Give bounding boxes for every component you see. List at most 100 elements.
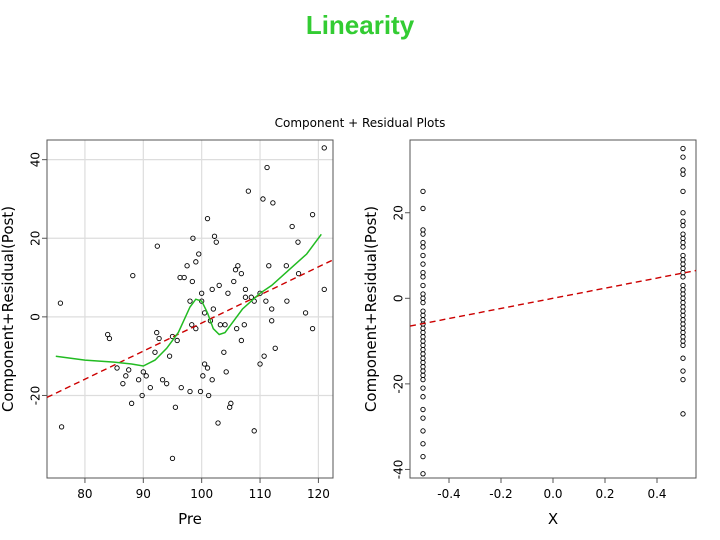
data-point [680, 231, 686, 237]
data-point [159, 377, 166, 383]
data-point [114, 365, 120, 371]
data-point [135, 377, 142, 383]
data-point [284, 298, 290, 304]
data-point [680, 188, 686, 194]
data-point [680, 154, 686, 160]
data-point [270, 200, 276, 206]
data-point [260, 196, 266, 202]
data-point [245, 188, 252, 194]
data-point [680, 210, 686, 216]
data-point [197, 388, 204, 395]
x-tick-label: -0.4 [437, 487, 460, 501]
data-point [420, 453, 426, 460]
data-point [272, 345, 278, 351]
data-point [420, 295, 426, 301]
data-point [420, 231, 426, 237]
data-point [222, 322, 228, 328]
data-point [201, 361, 208, 367]
data-point [420, 274, 426, 280]
data-point [680, 291, 686, 297]
data-point [420, 227, 426, 233]
data-point [321, 286, 327, 292]
data-point [420, 244, 426, 250]
data-point [680, 171, 686, 177]
y-tick-label: 20 [29, 231, 43, 246]
y-tick-label: 20 [392, 205, 406, 220]
data-point [264, 164, 270, 171]
x-tick-label: 80 [77, 487, 92, 501]
data-point [680, 411, 686, 417]
data-point [106, 335, 113, 342]
data-point [321, 145, 327, 151]
data-point [225, 290, 231, 296]
data-point [130, 272, 136, 279]
data-point [680, 235, 686, 242]
data-point [420, 205, 426, 212]
data-point [156, 335, 162, 342]
data-point [187, 388, 193, 395]
data-point [420, 325, 426, 331]
data-point [680, 252, 686, 259]
data-point [178, 384, 184, 391]
y-axis-label: Component+Residual(Post) [362, 206, 380, 412]
data-point [257, 361, 263, 367]
data-point [680, 145, 686, 152]
data-point [263, 298, 269, 304]
data-point [232, 267, 239, 273]
data-point [269, 318, 275, 324]
data-point [193, 259, 199, 265]
data-point [680, 308, 686, 314]
data-point [248, 294, 254, 300]
data-point [420, 261, 426, 267]
data-point [680, 222, 686, 229]
data-point [420, 252, 426, 259]
data-point [420, 359, 426, 366]
data-point [295, 239, 301, 245]
data-point [680, 342, 686, 349]
data-point [420, 351, 426, 357]
x-tick-label: 0.2 [595, 487, 614, 501]
data-point [123, 373, 129, 379]
data-point [269, 306, 275, 312]
y-tick-label: 0 [29, 313, 43, 321]
data-point [420, 364, 426, 370]
data-point [680, 338, 686, 344]
data-point [213, 239, 219, 245]
data-point [204, 215, 211, 222]
data-point [152, 349, 158, 355]
panel-pre: 80 90 100 110 120 -20 0 20 40 Pre Component+Residu… [0, 139, 334, 528]
y-tick-label: -20 [392, 374, 406, 394]
data-point [680, 368, 686, 374]
data-point [309, 212, 316, 218]
data-point [680, 304, 686, 310]
data-point [57, 300, 64, 306]
data-point [420, 317, 426, 323]
data-point [190, 235, 196, 241]
data-point [228, 400, 234, 406]
slide-title: Linearity [305, 10, 415, 40]
data-point [680, 325, 686, 331]
data-point [680, 376, 686, 383]
data-point [238, 337, 245, 344]
data-point [216, 282, 222, 289]
x-tick-label: 0.0 [543, 487, 562, 501]
data-point [420, 334, 426, 340]
plot-frame [46, 139, 334, 479]
data-point [680, 265, 686, 272]
data-point [215, 420, 221, 426]
data-point [680, 299, 686, 306]
data-point [266, 263, 272, 269]
data-point [680, 218, 686, 224]
data-point [680, 257, 686, 263]
x-tick-label: 110 [249, 487, 272, 501]
data-point [420, 240, 426, 246]
data-point [189, 278, 195, 285]
data-point [420, 188, 426, 194]
data-point [680, 269, 686, 276]
data-point [211, 233, 218, 239]
data-point [680, 287, 686, 293]
data-point [217, 322, 224, 328]
data-point [241, 322, 247, 328]
data-point [164, 381, 170, 387]
